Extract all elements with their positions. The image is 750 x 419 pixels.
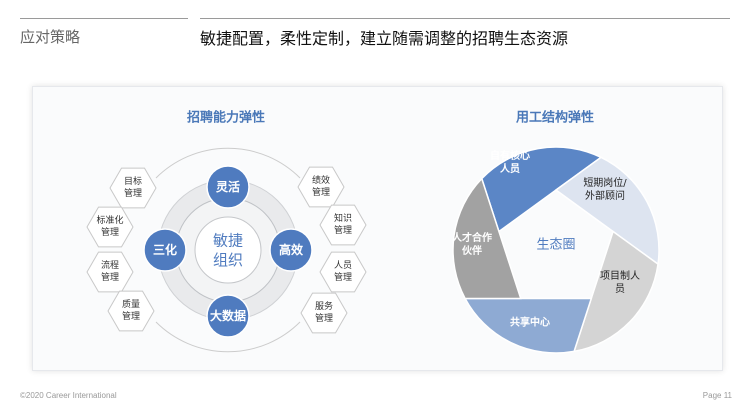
hexagon [319,204,367,246]
page-title: 敏捷配置，柔性定制，建立随需调整的招聘生态资源 [200,29,569,48]
node-circle [143,228,187,272]
node-circle [206,165,250,209]
hexagon-label: 管理 [124,187,142,199]
segment-label: 短期岗位/ [583,176,627,189]
hexagon [107,290,155,332]
hexagon-label: 绩效 [312,174,330,186]
center-label: 敏捷 [213,231,243,249]
header-rule-left [20,18,188,19]
segment-label: 伙伴 [462,244,482,257]
wheel-segment [554,156,660,266]
left-title: 招聘能力弹性 [187,110,265,126]
wheel-segment [463,297,593,354]
hexagon-label: 人员 [334,260,352,271]
segment-label: 员 [615,283,625,295]
hexagon-label: 管理 [315,312,333,324]
node-circle [269,228,313,272]
node-label: 高效 [279,242,304,257]
segment-label: 外部顾问 [585,189,625,202]
hexagon-label: 服务 [315,300,333,312]
hexagon-label: 标准化 [96,214,123,226]
wheel-segment [452,177,522,300]
segment-label: 共享中心 [510,316,550,329]
segment-label: 项目制人 [600,269,640,282]
node-label: 灵活 [216,179,240,194]
wheel-segment [480,146,603,233]
header-rule-right [200,18,730,19]
hexagon-label: 管理 [122,310,140,322]
center-circle [194,216,262,284]
hexagon-label: 流程 [101,259,119,271]
hexagon [319,251,367,293]
hexagon [300,292,348,334]
outer-arc-bottom [155,321,301,353]
hexagon-label: 管理 [101,271,119,283]
segment-label: 人员 [500,162,520,175]
hexagon-label: 管理 [334,224,352,236]
node-label: 大数据 [210,308,246,323]
node-circle [206,294,250,338]
segment-label: 自有核心 [490,149,530,162]
center-label: 组织 [213,251,243,269]
segment-label: 人才合作 [452,231,492,244]
hexagon-label: 管理 [101,226,119,238]
hexagon [109,167,157,209]
hexagon-label: 质量 [122,298,140,310]
hexagon-label: 管理 [312,186,330,198]
hexagon-label: 目标 [124,175,142,187]
outer-arc-top [155,147,301,179]
hexagon-label: 知识 [334,212,352,224]
right-title: 用工结构弹性 [515,110,594,126]
node-label: 三化 [153,242,177,257]
page-number: Page 11 [702,391,732,400]
wheel-segment [572,230,659,353]
ecosystem-label: 生态圈 [536,238,575,253]
hexagon-label: 管理 [334,271,352,283]
section-label: 应对策略 [20,28,81,46]
hexagon [86,206,134,248]
copyright: ©2020 Career International [20,391,117,400]
